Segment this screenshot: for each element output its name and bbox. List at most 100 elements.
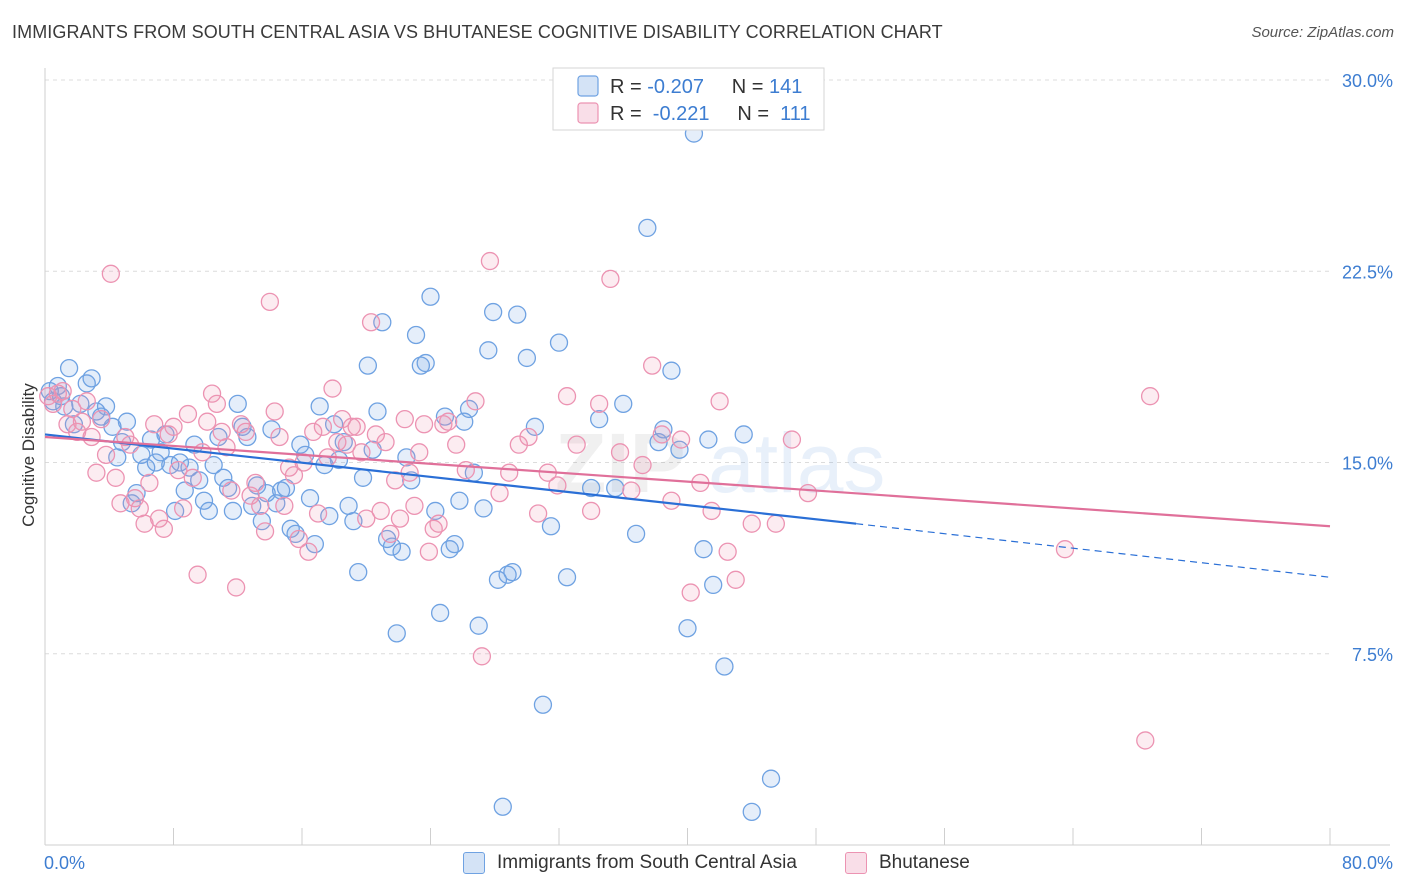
trend-lines: [44, 433, 1331, 578]
point-bhutanese-27: [169, 460, 188, 480]
point-bhutanese-22: [145, 415, 164, 434]
point-bhutanese-47: [265, 402, 284, 421]
y-axis-label: Cognitive Disability: [19, 383, 38, 527]
point-bhutanese-52: [289, 529, 308, 549]
point-bhutanese-11: [92, 409, 111, 429]
point-bhutanese-7: [72, 412, 92, 431]
point-immigrants-22: [146, 453, 165, 472]
point-bhutanese-34: [202, 384, 222, 403]
point-immigrants-120: [715, 657, 734, 676]
point-bhutanese-108: [681, 583, 700, 602]
point-immigrants-90: [474, 499, 493, 518]
point-bhutanese-54: [299, 542, 318, 561]
legend-swatch-blue: [463, 852, 485, 874]
point-immigrants-33: [199, 501, 218, 521]
point-bhutanese-107: [671, 430, 691, 449]
point-immigrants-123: [761, 769, 781, 788]
point-bhutanese-72: [386, 471, 405, 490]
point-immigrants-122: [742, 802, 761, 821]
point-immigrants-82: [435, 407, 455, 426]
point-immigrants-96: [503, 563, 522, 582]
y-tick-label-1: 15.0%: [1342, 454, 1393, 474]
legend-label-bhutanese: Bhutanese: [879, 852, 970, 873]
point-bhutanese-88: [480, 251, 500, 271]
point-immigrants-100: [533, 695, 553, 714]
point-bhutanese-102: [622, 481, 641, 500]
point-bhutanese-62: [337, 435, 357, 454]
point-immigrants-99: [525, 417, 545, 436]
point-bhutanese-78: [414, 415, 434, 434]
point-bhutanese-97: [567, 435, 586, 454]
point-bhutanese-45: [255, 522, 275, 541]
point-immigrants-44: [252, 512, 271, 531]
point-immigrants-77: [411, 356, 431, 375]
legend-item-immigrants[interactable]: Immigrants from South Central Asia: [463, 852, 797, 874]
point-immigrants-101: [541, 517, 561, 536]
point-immigrants-94: [493, 797, 512, 816]
point-bhutanese-118: [1055, 540, 1075, 559]
point-bhutanese-96: [557, 387, 577, 406]
point-immigrants-89: [469, 616, 488, 635]
point-immigrants-109: [626, 524, 646, 544]
point-immigrants-117: [694, 540, 713, 559]
point-immigrants-68: [368, 402, 387, 421]
point-bhutanese-100: [601, 269, 620, 289]
stats-swatch-1: [577, 102, 599, 124]
point-immigrants-81: [430, 603, 450, 623]
point-immigrants-54: [300, 489, 320, 508]
point-bhutanese-10: [87, 463, 106, 482]
point-bhutanese-77: [410, 443, 429, 462]
point-immigrants-79: [421, 287, 440, 306]
point-bhutanese-63: [342, 417, 361, 436]
source-label: Source: ZipAtlas.com: [1251, 24, 1394, 41]
point-immigrants-5: [59, 358, 79, 378]
point-immigrants-84: [445, 534, 464, 554]
point-immigrants-118: [699, 430, 718, 449]
legend-item-bhutanese[interactable]: Bhutanese: [845, 852, 970, 874]
point-bhutanese-61: [333, 409, 352, 429]
point-immigrants-73: [392, 542, 411, 561]
point-immigrants-121: [734, 425, 753, 444]
point-immigrants-56: [310, 397, 329, 416]
point-immigrants-106: [590, 409, 609, 429]
point-bhutanese-120: [1140, 387, 1160, 406]
point-bhutanese-20: [135, 514, 154, 533]
point-immigrants-9: [82, 369, 101, 388]
point-bhutanese-65: [352, 443, 371, 462]
point-immigrants-98: [517, 348, 537, 368]
point-bhutanese-81: [429, 514, 448, 533]
point-bhutanese-51: [284, 466, 304, 485]
point-immigrants-110: [638, 218, 657, 238]
axes: [44, 68, 1390, 846]
point-bhutanese-29: [178, 404, 198, 424]
point-immigrants-95: [498, 565, 517, 584]
point-bhutanese-44: [251, 496, 270, 516]
point-bhutanese-117: [798, 483, 818, 503]
point-immigrants-51: [286, 524, 305, 544]
point-immigrants-61: [334, 432, 353, 452]
x-tick-label-max: 80.0%: [1342, 853, 1393, 873]
point-bhutanese-66: [357, 509, 376, 528]
point-bhutanese-84: [447, 435, 466, 454]
point-immigrants-78: [416, 353, 435, 373]
point-immigrants-92: [483, 302, 503, 322]
point-bhutanese-56: [308, 504, 328, 523]
point-bhutanese-98: [581, 501, 601, 521]
point-immigrants-20: [137, 458, 156, 477]
point-immigrants-48: [271, 481, 291, 500]
point-bhutanese-82: [434, 415, 453, 434]
point-bhutanese-36: [212, 422, 231, 442]
chart-title: IMMIGRANTS FROM SOUTH CENTRAL ASIA VS BH…: [12, 22, 943, 42]
point-bhutanese-83: [439, 412, 458, 431]
point-immigrants-34: [204, 455, 223, 475]
point-bhutanese-76: [405, 496, 424, 516]
point-bhutanese-87: [472, 647, 492, 666]
series-immigrants-points: [40, 86, 781, 821]
stats-swatch-0: [577, 75, 599, 97]
point-bhutanese-104: [643, 356, 662, 375]
point-bhutanese-70: [376, 432, 395, 452]
point-immigrants-97: [508, 305, 527, 324]
point-bhutanese-115: [766, 514, 785, 533]
point-immigrants-85: [450, 491, 469, 510]
